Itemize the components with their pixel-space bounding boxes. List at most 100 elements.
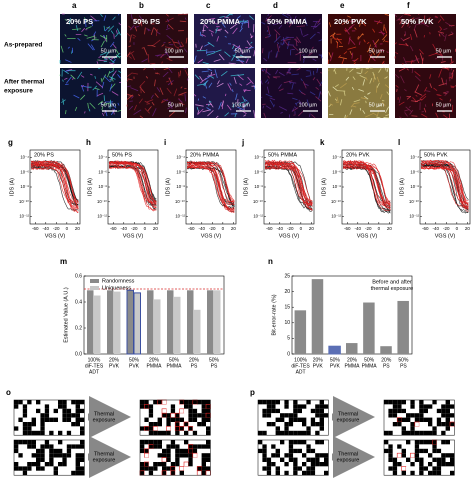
bit-cell <box>406 430 411 436</box>
bit-cell <box>153 404 158 409</box>
micrograph-texture <box>300 78 303 82</box>
bit-cell <box>62 462 67 467</box>
bit-cell <box>40 470 45 476</box>
micrograph-texture <box>362 110 366 114</box>
micrograph-texture <box>363 39 366 43</box>
micrograph-texture <box>84 34 88 37</box>
x-tick-label: PVK <box>109 363 120 369</box>
bit-cell <box>406 448 411 454</box>
bit-cell <box>75 444 80 449</box>
micrograph-texture <box>168 111 176 117</box>
micrograph-texture <box>335 40 339 44</box>
micrograph-texture <box>317 31 321 34</box>
bit-cell <box>384 440 389 445</box>
bit-cell <box>392 404 398 409</box>
bit-cell <box>384 417 389 422</box>
micrograph-texture <box>99 51 108 56</box>
bit-cell <box>36 462 41 467</box>
bit-cell <box>36 404 41 409</box>
y-tick-label: 10⁻¹² <box>253 214 263 219</box>
micrograph-texture <box>208 82 213 88</box>
bit-cell <box>306 413 311 418</box>
bit-cell <box>197 400 202 405</box>
bit-cell <box>284 440 289 445</box>
bit-cell <box>436 448 442 454</box>
y-tick-label: 10⁻⁸ <box>332 184 341 189</box>
bit-cell <box>188 453 193 458</box>
micrograph-texture <box>348 37 356 46</box>
bit-cell <box>58 400 63 405</box>
micrograph-texture <box>444 91 450 96</box>
bit-cell <box>201 426 206 431</box>
scale-bar-label: 100 µm <box>299 102 318 108</box>
bit-cell <box>166 413 171 418</box>
bit-cell <box>153 408 158 414</box>
bit-cell <box>266 430 272 436</box>
bit-cell <box>302 462 307 467</box>
bit-cell <box>170 462 176 467</box>
annotation: thermal exposure <box>371 286 414 292</box>
y-tick-label: 10⁻¹² <box>409 214 419 219</box>
x-tick-label: ADT <box>296 369 306 375</box>
bit-cell <box>397 430 402 436</box>
bit-cell <box>206 466 211 471</box>
micrograph-texture <box>266 86 270 94</box>
micrograph-texture <box>72 28 82 30</box>
bit-cell <box>49 426 54 431</box>
bit-cell <box>310 470 316 476</box>
bit-cell <box>432 444 437 449</box>
bit-cell <box>266 466 272 471</box>
bit-cell <box>201 470 206 476</box>
panel-title: 50% PVK <box>401 17 434 26</box>
transfer-curve <box>186 161 235 203</box>
micrograph-texture <box>253 84 256 90</box>
bit-cell <box>179 448 184 454</box>
micrograph-texture <box>335 101 338 104</box>
bit-cell <box>262 422 267 427</box>
bar <box>194 309 201 354</box>
micrograph-texture <box>450 67 453 71</box>
micrograph-texture <box>208 101 214 108</box>
micrograph-texture <box>345 76 350 81</box>
y-axis-label: IDS (A) <box>243 178 249 196</box>
bit-cell <box>262 413 267 418</box>
bit-cell <box>297 417 302 422</box>
panel-title: 20% PVK <box>334 17 367 26</box>
micrograph-texture <box>435 112 439 118</box>
bit-cell <box>27 448 32 454</box>
bit-cell <box>80 430 85 436</box>
bit-cell <box>384 404 389 409</box>
bit-cell <box>188 440 193 445</box>
bit-cell <box>258 448 263 454</box>
bit-cell <box>71 404 76 409</box>
x-tick-label: PS <box>383 363 390 369</box>
micrograph-texture <box>421 113 428 118</box>
bit-cell <box>414 417 420 422</box>
bit-cell <box>406 470 411 476</box>
micrograph-texture <box>173 41 180 44</box>
bit-cell <box>315 466 320 471</box>
micrograph-texture <box>179 20 187 23</box>
x-tick-label: 0 <box>456 226 459 231</box>
bit-cell <box>419 430 424 436</box>
bit-cell <box>384 453 389 458</box>
micrograph-texture <box>103 102 111 106</box>
bit-cell <box>410 448 415 454</box>
bar <box>174 296 181 354</box>
bit-cell <box>319 430 324 436</box>
legend-swatch <box>90 286 99 290</box>
bit-cell <box>157 453 162 458</box>
x-tick-label: -40 <box>355 226 362 231</box>
x-tick-label: PVK <box>129 363 140 369</box>
panel-letter: o <box>6 388 11 397</box>
bit-cell <box>445 440 450 445</box>
bit-cell <box>445 448 450 454</box>
micrograph-texture <box>362 79 366 86</box>
bit-cell <box>197 453 202 458</box>
bit-cell <box>58 448 63 454</box>
micrograph-texture <box>162 71 169 78</box>
x-tick-label: PS <box>191 363 198 369</box>
bar <box>87 290 94 354</box>
micrograph-texture <box>232 43 241 49</box>
micrograph-texture <box>147 29 150 32</box>
